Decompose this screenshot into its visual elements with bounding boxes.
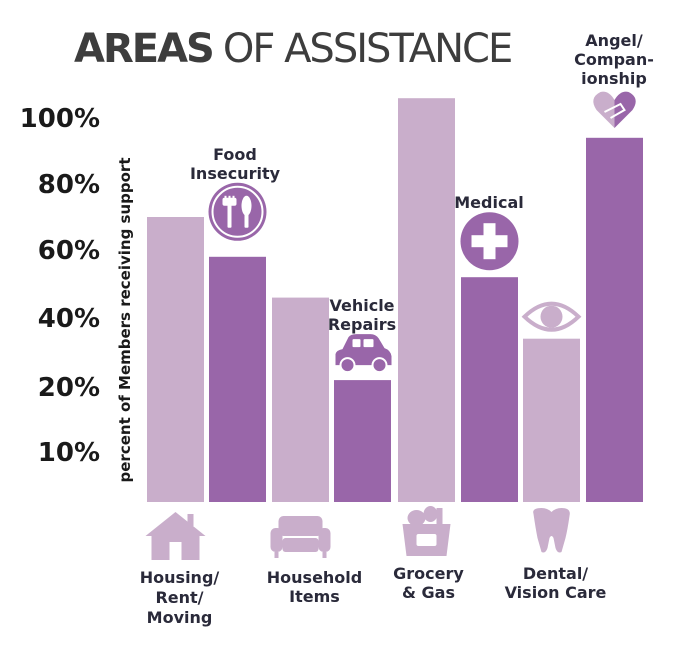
category-label-companionship: Angel/Compan-ionship	[574, 31, 654, 88]
y-tick-label: 20%	[38, 373, 100, 403]
category-label-dental: Dental/Vision Care	[505, 564, 607, 602]
y-tick-label: 10%	[38, 438, 100, 468]
chart-title: AREAS OF ASSISTANCE	[74, 26, 513, 72]
y-axis-label: percent of Members receiving support	[116, 158, 134, 483]
car-icon	[335, 334, 392, 374]
handshake-icon	[593, 91, 636, 128]
icons	[145, 91, 636, 560]
bar	[461, 277, 518, 502]
y-tick-label: 60%	[38, 236, 100, 266]
bar	[523, 338, 580, 502]
bar	[272, 297, 329, 502]
medical-cross-icon	[460, 212, 519, 271]
category-labels: Housing/Rent/Moving Household Items Grocery…	[140, 31, 654, 627]
bar	[586, 137, 643, 503]
title-bold-part: AREAS	[74, 26, 213, 72]
title-light-part: OF ASSISTANCE	[223, 26, 511, 72]
category-label-housing: Housing/Rent/Moving	[140, 568, 220, 627]
bars	[147, 98, 643, 503]
eye-icon	[521, 301, 582, 332]
sofa-icon	[270, 516, 331, 558]
y-axis-ticks: 10% 20% 40% 60% 80% 100%	[20, 104, 100, 468]
category-label-medical: Medical	[454, 193, 523, 212]
category-label-grocery: Grocery & Gas	[393, 564, 464, 602]
y-tick-label: 40%	[38, 304, 100, 334]
category-label-food: Food Insecurity	[190, 145, 281, 183]
category-label-vehicle: Vehicle Repairs	[328, 296, 396, 334]
bar	[147, 217, 204, 502]
house-icon	[145, 512, 206, 560]
y-tick-label: 80%	[38, 170, 100, 200]
bar	[209, 256, 266, 502]
fork-knife-icon	[208, 182, 267, 241]
bar	[398, 98, 455, 502]
bar	[334, 380, 391, 502]
y-tick-label: 100%	[20, 104, 100, 134]
y-axis-title: percent of Members receiving support	[116, 158, 134, 483]
category-label-household: Household Items	[267, 568, 362, 606]
tooth-icon	[533, 508, 570, 553]
grocery-bag-icon	[402, 506, 451, 556]
